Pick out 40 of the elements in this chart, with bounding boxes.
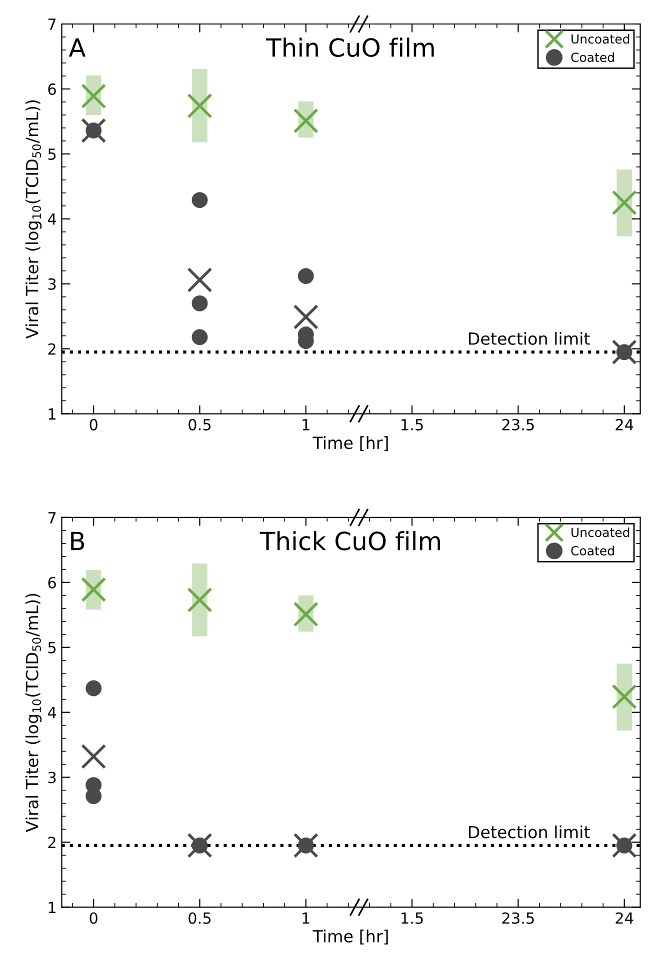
x-tick-label: 0.5 — [188, 912, 211, 924]
legend-label: Uncoated — [572, 34, 630, 44]
y-tick-label: 1 — [48, 902, 56, 914]
annotation: B — [71, 532, 84, 550]
chart-title: Thick CuO film — [260, 531, 440, 550]
chart-title: Thin CuO film — [266, 38, 434, 57]
y-tick-label: 3 — [48, 772, 56, 784]
y-tick-label: 7 — [48, 18, 56, 30]
x-axis-title: Time [hr] — [312, 930, 388, 944]
annotation: A — [68, 38, 86, 57]
y-tick-label: 4 — [48, 214, 56, 225]
x-axis-title: Time [hr] — [312, 436, 388, 452]
x-tick-label: 0.5 — [188, 418, 211, 430]
y-tick-label: 6 — [48, 83, 56, 95]
legend-label: Uncoated — [572, 527, 630, 538]
x-tick-label: 0 — [90, 418, 98, 430]
y-tick-label: 6 — [48, 576, 56, 588]
x-tick-label: 1.5 — [402, 912, 423, 924]
y-tick-label: 5 — [48, 148, 56, 160]
x-tick-label: 23.5 — [502, 912, 534, 924]
x-tick-label: 0 — [90, 912, 98, 924]
x-tick-label: 1 — [302, 912, 310, 924]
y-tick-label: 7 — [48, 512, 56, 524]
x-tick-label: 24 — [616, 418, 634, 430]
y-tick-label: 2 — [48, 836, 56, 848]
ref-line-label: Detection limit — [468, 332, 590, 345]
y-tick-label: 2 — [48, 343, 56, 355]
y-axis-title: Viral Titer (log$_{10}$(TCID$_{50}$/mL)) — [25, 100, 42, 339]
y-axis-title: Viral Titer (log$_{10}$(TCID$_{50}$/mL)) — [25, 594, 42, 832]
x-tick-label: 24 — [616, 912, 634, 924]
x-tick-label: 23.5 — [502, 418, 534, 430]
legend-label: Coated — [571, 546, 614, 556]
y-tick-label: 1 — [48, 408, 56, 420]
x-tick-label: 1.5 — [402, 419, 423, 430]
x-tick-label: 1 — [302, 419, 310, 430]
y-tick-label: 5 — [48, 642, 56, 654]
ref-line-label: Detection limit — [468, 825, 590, 838]
y-tick-label: 4 — [48, 706, 56, 718]
y-tick-label: 3 — [48, 278, 56, 290]
legend-label: Coated — [571, 52, 614, 62]
